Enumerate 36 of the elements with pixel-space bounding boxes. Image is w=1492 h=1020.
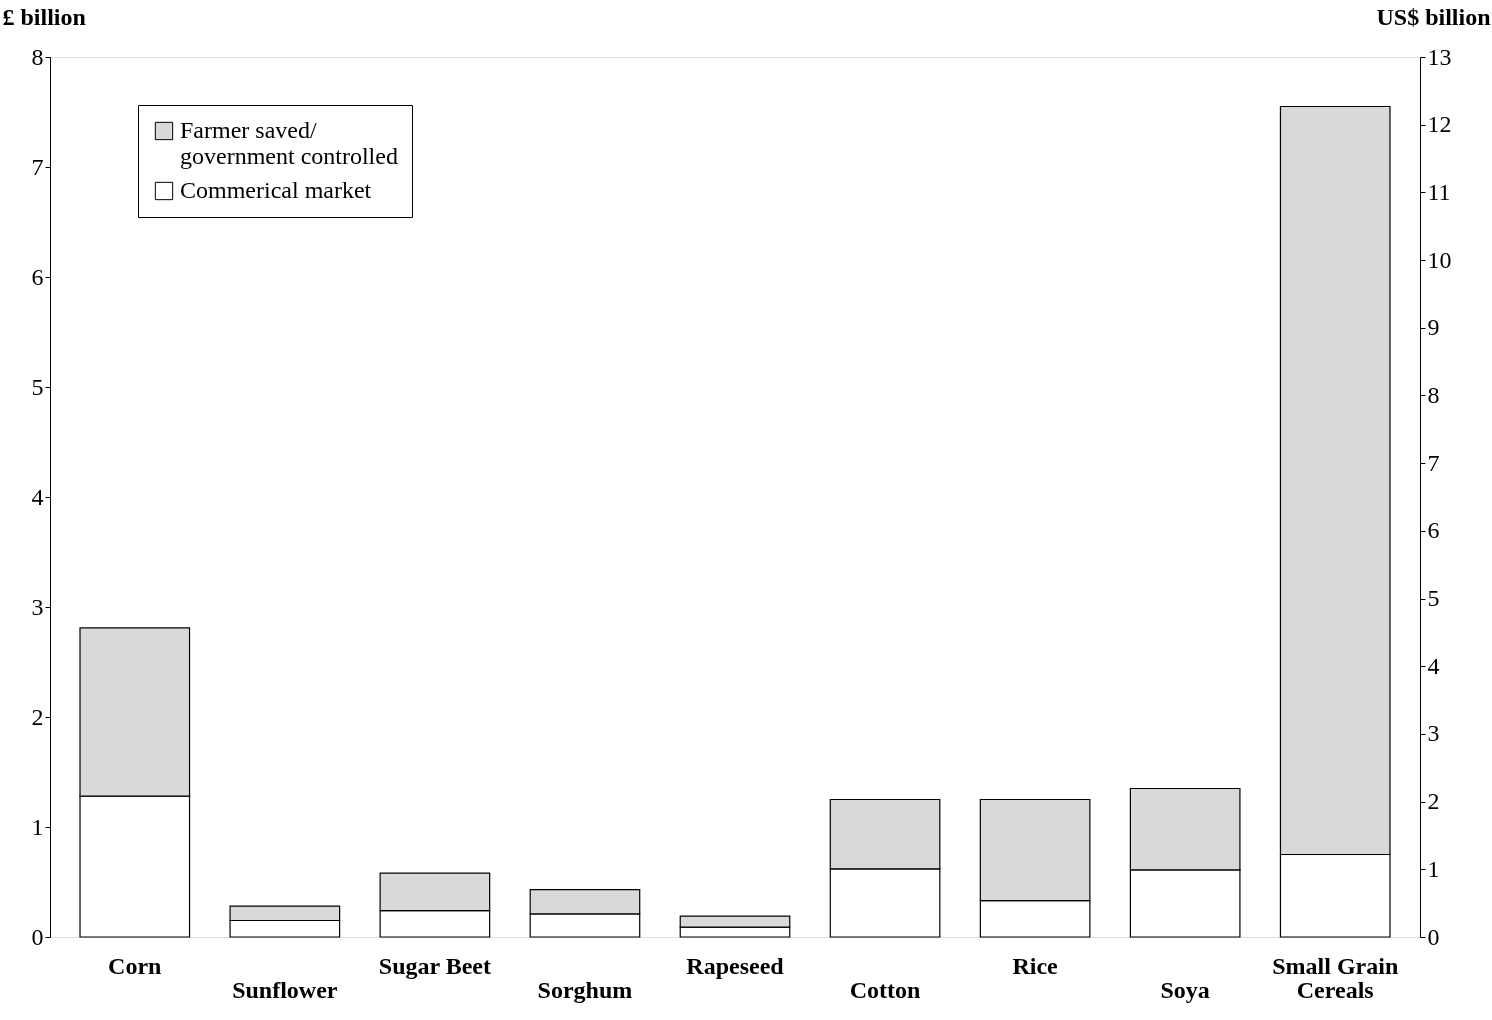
y2-tick-label: 7: [1427, 449, 1440, 476]
y2-tick-label: 8: [1427, 381, 1440, 408]
y-tick-label: 5: [31, 373, 44, 400]
x-tick-label: Sorghum: [537, 977, 633, 1003]
x-tick-label: Small Grain Cereals: [1272, 953, 1399, 1003]
y2-tick-label: 3: [1427, 720, 1440, 747]
y2-tick-label: 12: [1427, 111, 1452, 138]
x-tick-label: Cotton: [849, 977, 921, 1003]
y2-tick-label: 10: [1427, 246, 1452, 273]
y-tick-label: 2: [31, 703, 44, 730]
y2-tick-label: 1: [1427, 855, 1440, 882]
y-axis-title: £ billion: [2, 3, 86, 30]
y2-tick-label: 13: [1427, 43, 1452, 70]
y-tick-label: 1: [31, 813, 44, 840]
y-tick-label: 6: [31, 263, 44, 290]
x-tick-label: Rapeseed: [686, 953, 785, 979]
x-tick-label: Rice: [1012, 953, 1059, 979]
legend-label: Commerical market: [180, 177, 372, 203]
y2-tick-label: 11: [1427, 178, 1451, 205]
x-tick-label: Sugar Beet: [378, 953, 492, 979]
legend-label: Farmer saved/ government controlled: [180, 117, 398, 169]
y2-tick-label: 2: [1427, 788, 1440, 815]
y2-tick-label: 5: [1427, 585, 1440, 612]
y2-tick-label: 4: [1427, 652, 1440, 679]
y2-tick-label: 0: [1427, 923, 1440, 950]
y-tick-label: 0: [31, 923, 44, 950]
y2-tick-label: 6: [1427, 517, 1440, 544]
y-tick-label: 8: [31, 43, 44, 70]
x-tick-label: Sunflower: [232, 977, 338, 1003]
x-tick-label: Soya: [1160, 977, 1210, 1003]
y-tick-label: 4: [31, 483, 44, 510]
y-tick-label: 3: [31, 593, 44, 620]
x-tick-label: Corn: [108, 953, 162, 979]
y-tick-label: 7: [31, 153, 44, 180]
y2-tick-label: 9: [1427, 314, 1440, 341]
y2-axis-title: US$ billion: [1376, 3, 1491, 30]
